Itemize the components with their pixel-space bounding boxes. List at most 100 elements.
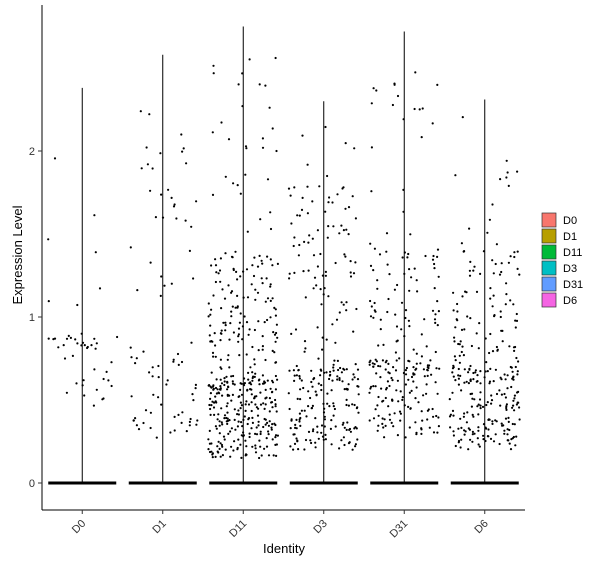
data-point xyxy=(250,409,253,413)
data-point xyxy=(457,374,460,377)
data-point xyxy=(369,242,372,245)
data-point xyxy=(420,432,423,435)
data-point xyxy=(260,454,263,457)
data-point xyxy=(181,150,184,153)
data-point xyxy=(449,413,452,416)
data-point xyxy=(453,340,456,343)
data-point xyxy=(460,438,463,441)
data-point xyxy=(500,262,503,265)
data-point xyxy=(245,321,249,324)
data-point xyxy=(330,389,333,392)
data-point xyxy=(212,64,215,67)
data-point xyxy=(244,145,248,148)
data-point xyxy=(477,413,480,416)
data-point xyxy=(209,407,212,411)
data-point xyxy=(377,424,380,427)
data-point xyxy=(83,394,86,397)
data-point xyxy=(485,361,488,364)
data-point xyxy=(345,301,348,304)
data-point xyxy=(501,340,504,343)
data-point xyxy=(504,396,507,399)
data-point xyxy=(404,383,407,386)
data-point xyxy=(471,413,474,416)
data-point xyxy=(271,423,274,426)
data-point xyxy=(343,388,346,391)
data-point xyxy=(310,380,313,384)
data-point xyxy=(319,288,322,291)
data-point xyxy=(233,408,236,411)
data-point xyxy=(477,403,480,406)
data-point xyxy=(157,396,160,399)
data-point xyxy=(409,233,412,236)
data-point xyxy=(498,273,502,276)
data-point xyxy=(250,401,253,404)
data-point xyxy=(226,380,229,383)
data-point xyxy=(300,379,303,382)
data-point xyxy=(214,355,217,358)
data-point xyxy=(86,346,89,350)
data-point xyxy=(248,58,251,61)
data-point xyxy=(481,405,485,408)
data-point xyxy=(412,380,415,383)
data-point xyxy=(472,415,475,418)
data-point xyxy=(485,403,488,407)
data-point xyxy=(463,368,466,371)
data-point xyxy=(512,399,515,402)
data-point xyxy=(463,433,466,436)
data-point xyxy=(271,349,274,352)
data-point xyxy=(436,392,439,395)
data-point xyxy=(382,343,385,346)
data-point xyxy=(514,319,517,322)
data-point xyxy=(273,422,276,425)
data-point xyxy=(290,332,293,335)
data-point xyxy=(403,335,406,338)
data-point xyxy=(243,415,246,418)
data-point xyxy=(220,382,224,385)
data-point xyxy=(275,323,278,326)
data-point xyxy=(310,407,313,410)
data-point xyxy=(293,374,296,377)
data-point xyxy=(239,312,242,315)
data-point xyxy=(491,420,494,423)
data-point xyxy=(327,201,330,204)
data-point xyxy=(213,332,216,335)
data-point xyxy=(135,424,138,427)
data-point xyxy=(219,442,222,445)
data-point xyxy=(231,393,234,396)
data-point xyxy=(402,188,405,191)
data-point xyxy=(216,445,219,448)
data-point xyxy=(500,270,503,274)
data-point xyxy=(460,389,463,392)
data-point xyxy=(320,424,324,427)
data-point xyxy=(93,337,96,340)
data-point xyxy=(503,432,506,435)
data-point xyxy=(486,401,489,404)
data-point xyxy=(454,174,457,177)
data-point xyxy=(374,408,377,411)
data-point xyxy=(512,303,515,306)
data-point xyxy=(457,342,460,346)
data-point xyxy=(271,438,274,441)
data-point xyxy=(329,370,332,373)
legend-swatch-d0 xyxy=(541,212,557,228)
data-point xyxy=(107,379,110,382)
data-point xyxy=(354,363,357,366)
data-point xyxy=(476,405,479,408)
y-axis: 0 1 2 xyxy=(29,5,43,510)
data-point xyxy=(223,417,226,420)
data-point xyxy=(310,441,313,445)
data-point xyxy=(344,142,347,145)
data-point xyxy=(375,360,378,363)
data-point xyxy=(369,315,373,318)
data-point xyxy=(413,107,416,111)
data-point xyxy=(425,345,428,348)
data-point xyxy=(377,395,380,399)
data-point xyxy=(160,193,163,196)
data-point xyxy=(381,417,384,420)
data-point xyxy=(253,397,256,400)
data-point xyxy=(376,404,379,407)
data-point xyxy=(471,440,474,443)
data-point xyxy=(149,261,152,264)
data-point xyxy=(110,384,113,388)
